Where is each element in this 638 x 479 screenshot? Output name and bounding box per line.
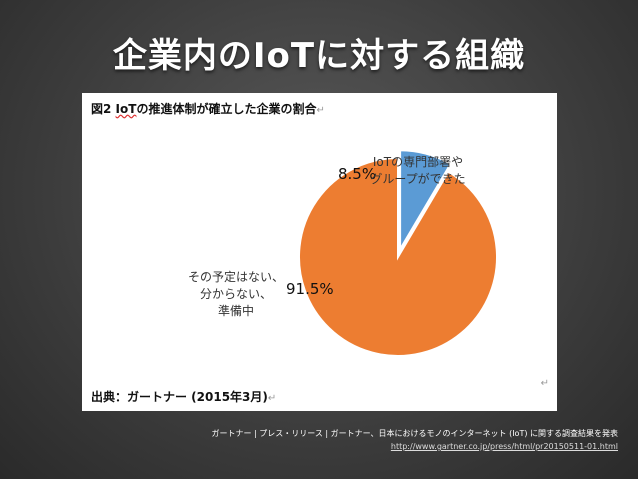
figure-heading: 図2 IoTの推進体制が確立した企業の割合↵ [91,100,325,117]
pie-chart: 8.5%IoTの専門部署やグループができた 91.5%その予定はない、分からない、… [188,149,498,357]
pie-slice-1 [399,149,452,253]
figure-source-text: 出典：ガートナー (2015年3月) [91,390,268,404]
pie-slice-2 [298,156,498,357]
figure-heading-text: の推進体制が確立した企業の割合 [136,102,317,116]
return-mark-icon: ↵ [267,393,277,404]
figure-number: 図2 [91,102,112,116]
figure-panel: 図2 IoTの推進体制が確立した企業の割合↵ 8.5% IoTの専門部署やグループ… [82,93,557,411]
source-url-link[interactable]: http://www.gartner.co.jp/press/html/pr20… [390,442,618,451]
source-caption: ガートナー | プレス・リリース | ガートナー、日本におけるモノのインターネッ… [211,429,618,438]
slice-value-label: 8.5% [338,165,376,183]
slide-title: 企業内のIoTに対する組織 [112,36,526,76]
figure-source: 出典：ガートナー (2015年3月)↵ [91,388,276,405]
return-mark-icon: ↵ [540,378,549,389]
figure-heading-iot: IoT [115,102,137,116]
slice-value-label: 91.5% [286,280,334,298]
return-mark-icon: ↵ [316,105,325,116]
slice-category-label: その予定はない、分からない、準備中 [188,269,284,318]
slice-category-label: IoTの専門部署やグループができた [370,154,465,186]
